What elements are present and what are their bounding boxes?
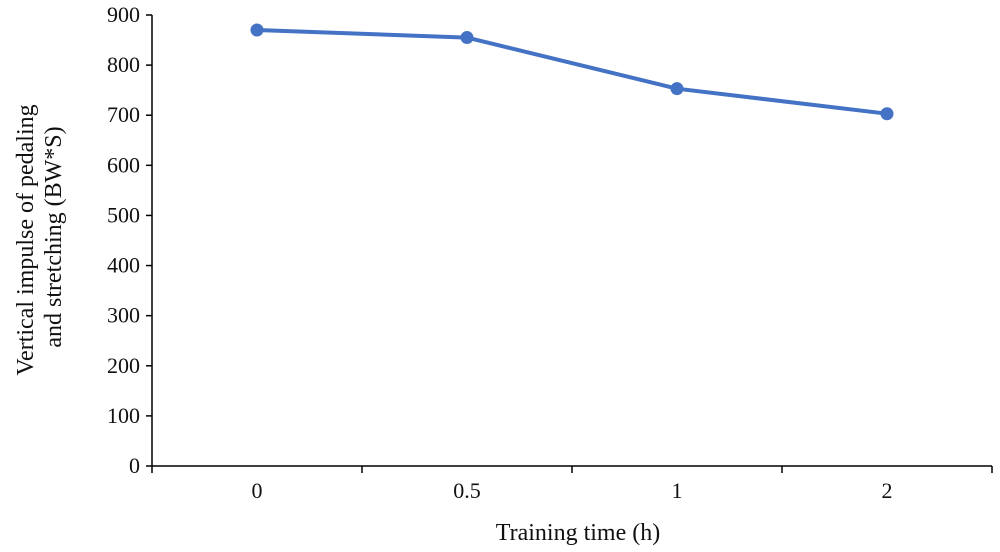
x-tick-label: 2 (882, 478, 893, 503)
y-tick-label: 900 (107, 2, 140, 27)
y-tick-label: 500 (107, 202, 140, 227)
y-tick-label: 200 (107, 353, 140, 378)
x-tick-label: 1 (672, 478, 683, 503)
series-line (255, 28, 889, 116)
data-point (250, 23, 264, 37)
y-axis-title: Vertical impulse of pedaling and stretch… (13, 98, 67, 375)
data-point (460, 31, 474, 45)
y-tick-label: 100 (107, 403, 140, 428)
y-tick-label: 800 (107, 52, 140, 77)
y-axis-ticks: 0 100 200 300 400 500 600 700 800 900 (107, 2, 152, 478)
x-tick-label: 0 (252, 478, 263, 503)
y-tick-label: 300 (107, 303, 140, 328)
y-axis-title-line-1: Vertical impulse of pedaling (13, 104, 39, 375)
axes (151, 15, 992, 467)
data-point (670, 82, 684, 96)
y-tick-label: 700 (107, 102, 140, 127)
y-axis-title-line-2: and stretching (BW*S) (41, 126, 67, 347)
y-tick-label: 0 (129, 453, 140, 478)
y-tick-label: 600 (107, 152, 140, 177)
x-axis-ticks: 0 0.5 1 2 (151, 466, 993, 503)
x-axis-title: Training time (h) (496, 520, 660, 546)
data-point (880, 107, 894, 121)
y-tick-label: 400 (107, 253, 140, 278)
x-tick-label: 0.5 (453, 478, 481, 503)
series-group (250, 23, 894, 121)
